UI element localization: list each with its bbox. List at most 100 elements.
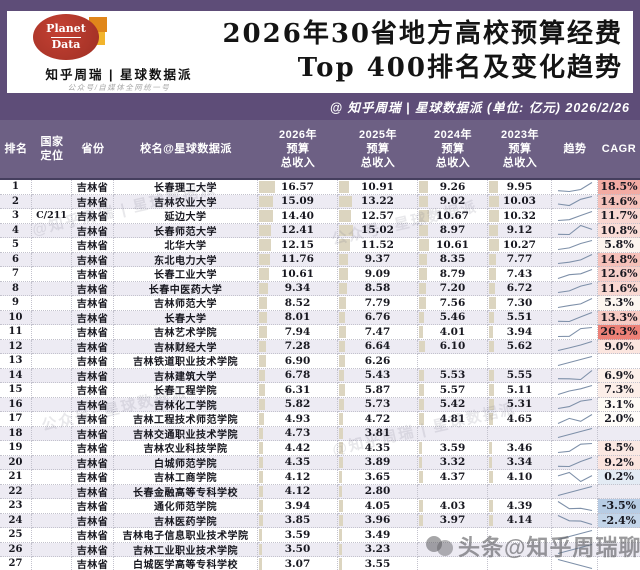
budget-cell-y2026: 6.78 [258,368,338,383]
national-tier-cell [32,354,72,369]
value-data-bar [339,239,350,251]
school-name-cell: 吉林电子信息职业技术学院 [114,528,258,543]
value-data-bar [339,210,351,222]
value-data-bar [339,340,346,352]
value-data-bar [259,195,274,207]
national-tier-cell [32,426,72,441]
value-data-bar [489,369,495,381]
national-tier-cell [32,325,72,340]
budget-cell-y2024: 3.32 [418,455,488,470]
value-data-bar [489,471,493,483]
budget-cell-y2026: 11.76 [258,252,338,267]
budget-cell-y2025: 3.65 [338,470,418,485]
cagr-cell: 12.6% [598,267,640,282]
logo-text-top: Planet [46,21,86,35]
trend-sparkline [557,529,592,540]
value-data-bar [259,384,265,396]
trend-sparkline-cell [552,557,598,570]
value-data-bar [259,210,273,222]
rank-cell: 23 [0,499,32,514]
trend-sparkline-cell [552,484,598,499]
budget-cell-y2025: 3.55 [338,557,418,570]
value-data-bar [259,398,265,410]
value-data-bar [339,514,343,526]
budget-cell-y2025: 4.35 [338,441,418,456]
budget-cell-y2024: 5.53 [418,368,488,383]
table-row: 25 吉林省 吉林电子信息职业技术学院 3.59 3.49 [0,528,640,543]
school-name-cell: 北华大学 [114,238,258,253]
trend-sparkline-cell [552,223,598,238]
trend-sparkline [557,268,592,279]
budget-cell-y2026: 3.59 [258,528,338,543]
school-name-cell: 长春理工大学 [114,180,258,195]
cagr-cell: 14.8% [598,252,640,267]
budget-cell-y2024: 9.02 [418,194,488,209]
value-data-bar [339,558,343,570]
rank-cell: 6 [0,252,32,267]
school-name-cell: 长春金融高等专科学校 [114,484,258,499]
province-cell: 吉林省 [72,484,114,499]
national-tier-cell [32,470,72,485]
cagr-cell: 3.1% [598,397,640,412]
province-cell: 吉林省 [72,426,114,441]
trend-sparkline [557,370,592,381]
value-data-bar [419,340,425,352]
value-data-bar [339,253,348,265]
value-data-bar [489,340,495,352]
budget-cell-y2023: 10.32 [488,209,552,224]
budget-cell-y2025: 7.79 [338,296,418,311]
province-cell: 吉林省 [72,325,114,340]
column-header-province: 省份 [81,142,105,155]
logo-ellipse: Planet Data [33,14,99,60]
school-name-cell: 吉林艺术学院 [114,325,258,340]
value-data-bar [419,224,428,236]
province-cell: 吉林省 [72,542,114,557]
national-tier-cell [32,455,72,470]
value-data-bar [489,311,495,323]
trend-sparkline [557,225,592,236]
school-name-cell: 白城师范学院 [114,455,258,470]
budget-cell-y2023: 5.11 [488,383,552,398]
trend-sparkline [557,254,592,265]
column-header-y2025: 2025年 预算 总收入 [359,128,397,170]
province-cell: 吉林省 [72,470,114,485]
table-row: 19 吉林省 吉林农业科技学院 4.42 4.35 3.59 3.46 8.5% [0,441,640,456]
table-row: 10 吉林省 长春大学 8.01 6.76 5.46 5.51 13.3% [0,310,640,325]
budget-cell-y2023: 5.62 [488,339,552,354]
budget-cell-y2026: 4.73 [258,426,338,441]
school-name-cell: 延边大学 [114,209,258,224]
cagr-cell [598,528,640,543]
province-cell: 吉林省 [72,296,114,311]
table-row: 17 吉林省 吉林工程技术师范学院 4.93 4.72 4.81 4.65 2.0% [0,412,640,427]
budget-cell-y2024: 4.03 [418,499,488,514]
cagr-cell: 9.0% [598,339,640,354]
budget-cell-y2024: 5.42 [418,397,488,412]
budget-cell-y2024: 7.20 [418,281,488,296]
province-cell: 吉林省 [72,383,114,398]
value-data-bar [339,456,343,468]
cagr-cell: 2.0% [598,412,640,427]
value-data-bar [259,485,263,497]
value-data-bar [339,485,342,497]
rank-cell: 20 [0,455,32,470]
school-name-cell: 吉林师范大学 [114,296,258,311]
value-data-bar [339,268,348,280]
cagr-cell: 9.2% [598,455,640,470]
table-row: 12 吉林省 吉林财经大学 7.28 6.64 6.10 5.62 9.0% [0,339,640,354]
trend-sparkline-cell [552,513,598,528]
value-data-bar [419,210,430,222]
national-tier-cell [32,223,72,238]
value-data-bar [339,471,343,483]
table-row: 21 吉林省 吉林工商学院 4.12 3.65 4.37 4.10 0.2% [0,470,640,485]
brand-name: 知乎周瑞 | 星球数据派 [45,68,193,82]
rank-cell: 25 [0,528,32,543]
cagr-cell [598,557,640,570]
national-tier-cell [32,252,72,267]
budget-cell-y2023: 4.39 [488,499,552,514]
value-data-bar [339,224,354,236]
value-data-bar [339,181,350,193]
province-cell: 吉林省 [72,412,114,427]
budget-cell-y2023 [488,484,552,499]
trend-sparkline-cell [552,209,598,224]
school-name-cell: 吉林财经大学 [114,339,258,354]
